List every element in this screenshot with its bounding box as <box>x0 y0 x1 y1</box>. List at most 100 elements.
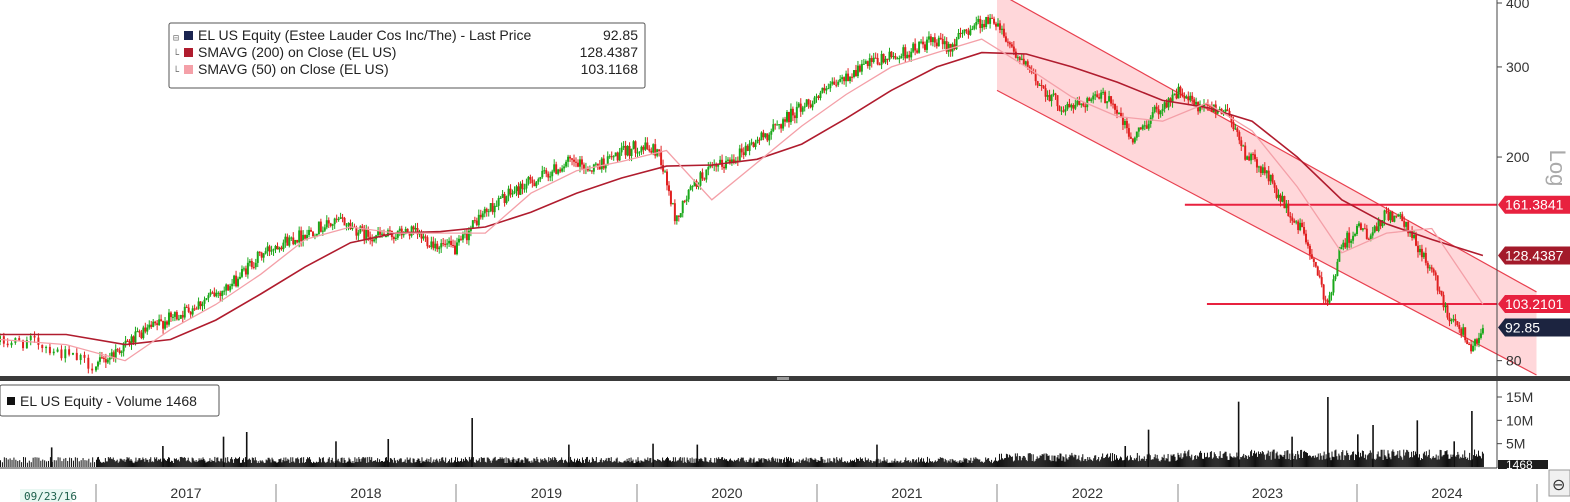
volume-spike <box>1471 411 1473 467</box>
volume-bar <box>284 461 286 467</box>
volume-bar <box>586 456 588 467</box>
volume-bar <box>427 461 429 467</box>
candle <box>471 220 474 228</box>
volume-legend[interactable]: EL US Equity - Volume 1468 <box>0 384 220 417</box>
volume-bar <box>953 461 955 467</box>
legend-entry-1[interactable]: └ SMAVG (200) on Close (EL US) 128.4387 <box>173 44 638 61</box>
volume-bar <box>526 459 528 467</box>
candle <box>971 25 974 31</box>
volume-bar <box>105 461 107 467</box>
volume-bar <box>1466 459 1468 467</box>
candle <box>276 242 279 250</box>
candle <box>959 27 962 38</box>
volume-bar <box>101 462 103 467</box>
volume-bar <box>610 457 612 467</box>
volume-bar <box>11 459 13 467</box>
candle <box>1420 244 1423 262</box>
candle <box>270 245 273 255</box>
candle <box>608 154 611 159</box>
volume-bar <box>446 463 448 467</box>
candle <box>1257 165 1260 173</box>
volume-bar <box>1105 456 1107 467</box>
volume-bar <box>385 457 387 467</box>
volume-bar <box>1111 461 1113 467</box>
volume-panel[interactable] <box>0 397 1484 467</box>
volume-bar <box>1460 456 1462 467</box>
volume-bar <box>990 462 992 467</box>
volume-bar <box>1257 451 1259 467</box>
volume-bar <box>593 461 595 467</box>
volume-bar <box>412 458 414 467</box>
volume-bar <box>664 460 666 467</box>
volume-bar <box>273 461 275 467</box>
volume-bar <box>809 457 811 467</box>
corner-button[interactable]: ⊖ <box>1548 469 1570 497</box>
volume-bar <box>1122 460 1124 467</box>
volume-bar <box>896 460 898 467</box>
candle <box>310 227 313 232</box>
candle <box>513 186 516 195</box>
volume-spike <box>245 432 248 467</box>
candle <box>485 207 488 217</box>
price-legend[interactable]: ⊟ EL US Equity (Estee Lauder Cos Inc/The)… <box>168 22 646 89</box>
volume-bar <box>1211 458 1213 467</box>
volume-bar <box>71 458 73 467</box>
volume-tick-label: 5M <box>1506 436 1525 452</box>
volume-bar <box>1321 459 1323 467</box>
candle <box>428 244 431 248</box>
volume-bar <box>613 460 615 467</box>
candle <box>523 183 526 193</box>
volume-bar <box>132 462 134 467</box>
legend-entry-2[interactable]: └ SMAVG (50) on Close (EL US) 103.1168 <box>173 61 638 78</box>
candle <box>746 144 749 152</box>
volume-bar <box>760 458 762 467</box>
candle <box>1273 180 1276 194</box>
volume-bar <box>96 457 98 467</box>
volume-bar <box>21 462 23 467</box>
volume-bar <box>421 457 423 467</box>
trend-channel-upper[interactable] <box>997 0 1537 293</box>
volume-bar <box>1310 457 1312 467</box>
volume-bar <box>349 459 351 467</box>
volume-bar <box>299 463 301 467</box>
volume-bar <box>1245 454 1247 467</box>
candle <box>1413 230 1416 240</box>
candle <box>1310 248 1313 260</box>
volume-bar <box>350 461 352 467</box>
volume-bar <box>775 458 777 467</box>
volume-bar <box>926 456 928 467</box>
volume-bar <box>1261 451 1263 467</box>
volume-bar <box>1218 456 1220 467</box>
volume-bar <box>604 459 606 467</box>
volume-bar <box>1197 455 1199 467</box>
candle <box>1038 83 1041 87</box>
candle <box>742 147 745 160</box>
separator-grip[interactable] <box>777 377 789 380</box>
volume-bar <box>84 460 86 467</box>
volume-bar <box>920 459 922 467</box>
volume-bar <box>816 461 818 467</box>
volume-bar <box>864 457 866 467</box>
volume-bar <box>217 457 219 467</box>
legend-entry-0[interactable]: ⊟ EL US Equity (Estee Lauder Cos Inc/The)… <box>173 27 638 44</box>
trend-channel <box>996 0 1537 376</box>
candle <box>244 265 247 277</box>
candle <box>371 234 374 247</box>
volume-bar <box>395 463 397 467</box>
volume-bar <box>274 461 276 467</box>
axis-tag-1: 128.4387 <box>1498 246 1570 265</box>
volume-bar <box>1347 452 1349 467</box>
volume-bar <box>1130 457 1132 467</box>
volume-bar <box>136 461 138 467</box>
volume-bar <box>869 460 871 467</box>
volume-bar <box>316 462 318 467</box>
candle <box>158 314 161 326</box>
candle <box>882 53 885 64</box>
price-panel[interactable] <box>0 0 1537 376</box>
volume-bar <box>28 460 30 467</box>
volume-bar <box>1477 456 1478 467</box>
candle <box>446 239 449 249</box>
volume-bar <box>1035 459 1037 467</box>
trend-channel-lower[interactable] <box>996 89 1537 376</box>
volume-bar <box>122 460 124 467</box>
